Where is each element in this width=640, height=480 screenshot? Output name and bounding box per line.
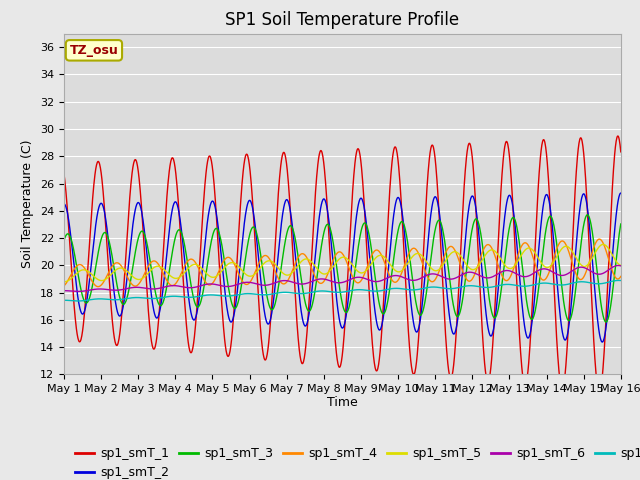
sp1_smT_5: [617, 263, 625, 268]
sp1_smT_2: [246, 198, 254, 204]
sp1_smT_7: [617, 277, 625, 283]
sp1_smT_7: [429, 284, 437, 290]
sp1_smT_1: [595, 390, 603, 396]
sp1_smT_4: [617, 274, 625, 279]
sp1_smT_4: [596, 236, 604, 242]
sp1_smT_1: [60, 171, 68, 177]
sp1_smT_3: [584, 212, 591, 217]
sp1_smT_6: [246, 280, 254, 286]
sp1_smT_5: [61, 279, 68, 285]
sp1_smT_4: [502, 278, 509, 284]
sp1_smT_4: [60, 283, 68, 288]
sp1_smT_4: [551, 251, 559, 257]
sp1_smT_1: [184, 336, 191, 342]
Line: sp1_smT_4: sp1_smT_4: [64, 239, 621, 287]
sp1_smT_5: [429, 267, 437, 273]
sp1_smT_3: [184, 262, 191, 267]
sp1_smT_1: [170, 160, 178, 166]
sp1_smT_2: [598, 339, 606, 345]
sp1_smT_6: [617, 263, 625, 269]
sp1_smT_6: [171, 283, 179, 288]
sp1_smT_7: [74, 298, 82, 304]
sp1_smT_2: [551, 249, 559, 255]
sp1_smT_3: [602, 319, 610, 325]
sp1_smT_7: [615, 277, 623, 283]
sp1_smT_5: [60, 279, 68, 285]
Line: sp1_smT_2: sp1_smT_2: [64, 193, 621, 342]
sp1_smT_3: [617, 221, 625, 227]
sp1_smT_1: [429, 143, 436, 148]
Line: sp1_smT_1: sp1_smT_1: [64, 136, 621, 393]
sp1_smT_5: [171, 276, 179, 281]
sp1_smT_6: [614, 263, 622, 268]
sp1_smT_2: [60, 201, 68, 207]
Line: sp1_smT_6: sp1_smT_6: [64, 265, 621, 291]
sp1_smT_7: [551, 282, 559, 288]
sp1_smT_3: [246, 230, 254, 236]
Y-axis label: Soil Temperature (C): Soil Temperature (C): [22, 140, 35, 268]
sp1_smT_1: [246, 168, 254, 174]
sp1_smT_1: [614, 133, 621, 139]
Text: TZ_osu: TZ_osu: [70, 44, 118, 57]
sp1_smT_5: [184, 265, 192, 271]
sp1_smT_5: [551, 257, 559, 263]
sp1_smT_4: [184, 258, 192, 264]
sp1_smT_7: [246, 291, 254, 297]
Legend: sp1_smT_1, sp1_smT_2, sp1_smT_3, sp1_smT_4, sp1_smT_5, sp1_smT_6, sp1_smT_7: sp1_smT_1, sp1_smT_2, sp1_smT_3, sp1_smT…: [70, 442, 640, 480]
sp1_smT_5: [246, 273, 254, 279]
sp1_smT_3: [502, 252, 509, 257]
sp1_smT_6: [429, 271, 437, 277]
sp1_smT_7: [184, 294, 192, 300]
sp1_smT_5: [502, 264, 509, 269]
sp1_smT_4: [171, 282, 179, 288]
Line: sp1_smT_5: sp1_smT_5: [64, 244, 621, 282]
Line: sp1_smT_7: sp1_smT_7: [64, 280, 621, 301]
sp1_smT_1: [551, 298, 559, 303]
sp1_smT_7: [171, 293, 179, 299]
sp1_smT_2: [170, 200, 178, 206]
sp1_smT_3: [551, 227, 559, 232]
sp1_smT_3: [60, 238, 68, 243]
X-axis label: Time: Time: [327, 396, 358, 408]
sp1_smT_7: [502, 282, 509, 288]
sp1_smT_4: [429, 279, 437, 285]
sp1_smT_4: [246, 278, 254, 284]
sp1_smT_6: [60, 288, 68, 294]
sp1_smT_1: [617, 149, 625, 155]
sp1_smT_6: [551, 270, 559, 276]
sp1_smT_6: [74, 288, 82, 294]
sp1_smT_7: [60, 297, 68, 303]
sp1_smT_3: [170, 239, 178, 245]
Line: sp1_smT_3: sp1_smT_3: [64, 215, 621, 322]
sp1_smT_3: [429, 241, 436, 247]
sp1_smT_5: [599, 241, 607, 247]
Title: SP1 Soil Temperature Profile: SP1 Soil Temperature Profile: [225, 11, 460, 29]
sp1_smT_2: [502, 208, 509, 214]
sp1_smT_2: [617, 190, 625, 196]
sp1_smT_2: [429, 200, 436, 205]
sp1_smT_2: [184, 288, 191, 294]
sp1_smT_4: [94, 284, 102, 289]
sp1_smT_6: [184, 285, 192, 290]
sp1_smT_6: [502, 268, 509, 274]
sp1_smT_1: [502, 140, 509, 146]
